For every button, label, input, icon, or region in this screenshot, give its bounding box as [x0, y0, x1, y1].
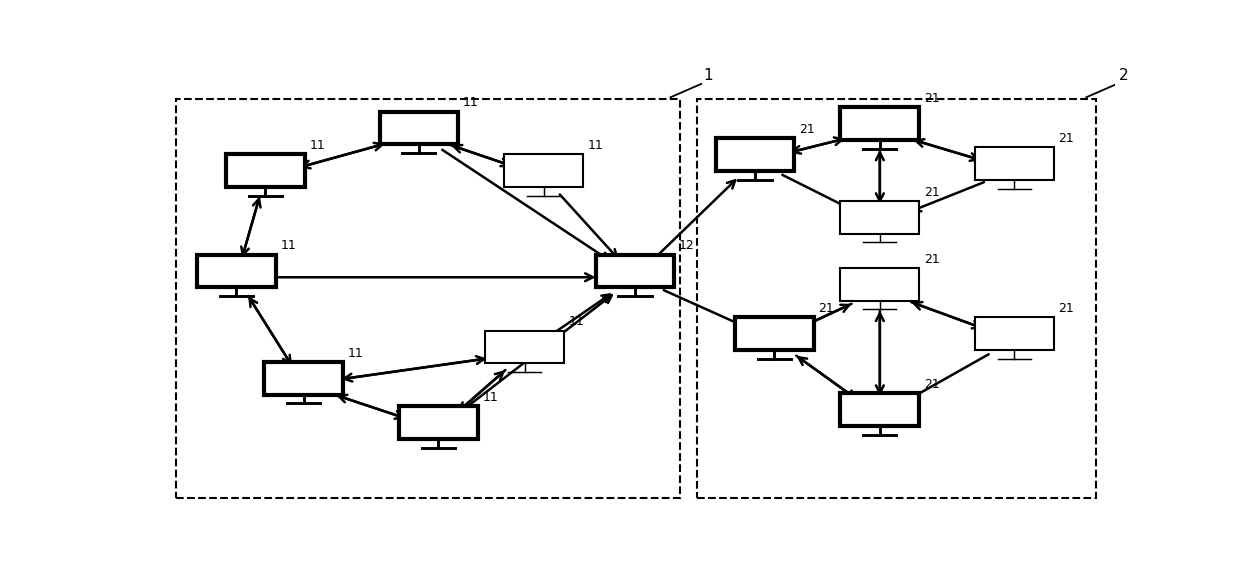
Text: 11: 11 — [569, 316, 585, 328]
Bar — [176, 99, 680, 498]
Text: 21: 21 — [1058, 132, 1074, 145]
Text: 11: 11 — [281, 240, 296, 252]
Text: 12: 12 — [679, 240, 695, 252]
Bar — [735, 317, 814, 350]
Bar — [486, 331, 564, 363]
Bar — [840, 201, 919, 234]
Text: 11: 11 — [463, 96, 478, 110]
Text: 11: 11 — [482, 392, 498, 404]
Text: 21: 21 — [819, 302, 834, 315]
Bar — [840, 107, 919, 140]
Bar — [975, 317, 1053, 350]
Bar — [975, 147, 1053, 180]
Bar — [399, 407, 477, 439]
Bar — [225, 154, 305, 187]
Text: 11: 11 — [310, 139, 325, 152]
Bar — [264, 362, 343, 394]
Text: 21: 21 — [924, 378, 939, 391]
Text: 21: 21 — [924, 253, 939, 266]
Text: 2: 2 — [1119, 68, 1129, 84]
Text: 21: 21 — [924, 92, 939, 105]
Text: 1: 1 — [704, 68, 712, 84]
Text: 11: 11 — [589, 139, 603, 152]
Bar — [504, 154, 584, 187]
Bar — [698, 99, 1097, 498]
Bar — [596, 255, 674, 288]
Text: 21: 21 — [1058, 302, 1074, 315]
Bar — [197, 255, 276, 288]
Text: 21: 21 — [799, 124, 815, 136]
Bar — [840, 268, 919, 301]
Text: 11: 11 — [348, 347, 363, 360]
Bar — [840, 393, 919, 426]
Bar — [716, 139, 794, 171]
Bar — [379, 112, 458, 144]
Text: 21: 21 — [924, 186, 939, 199]
